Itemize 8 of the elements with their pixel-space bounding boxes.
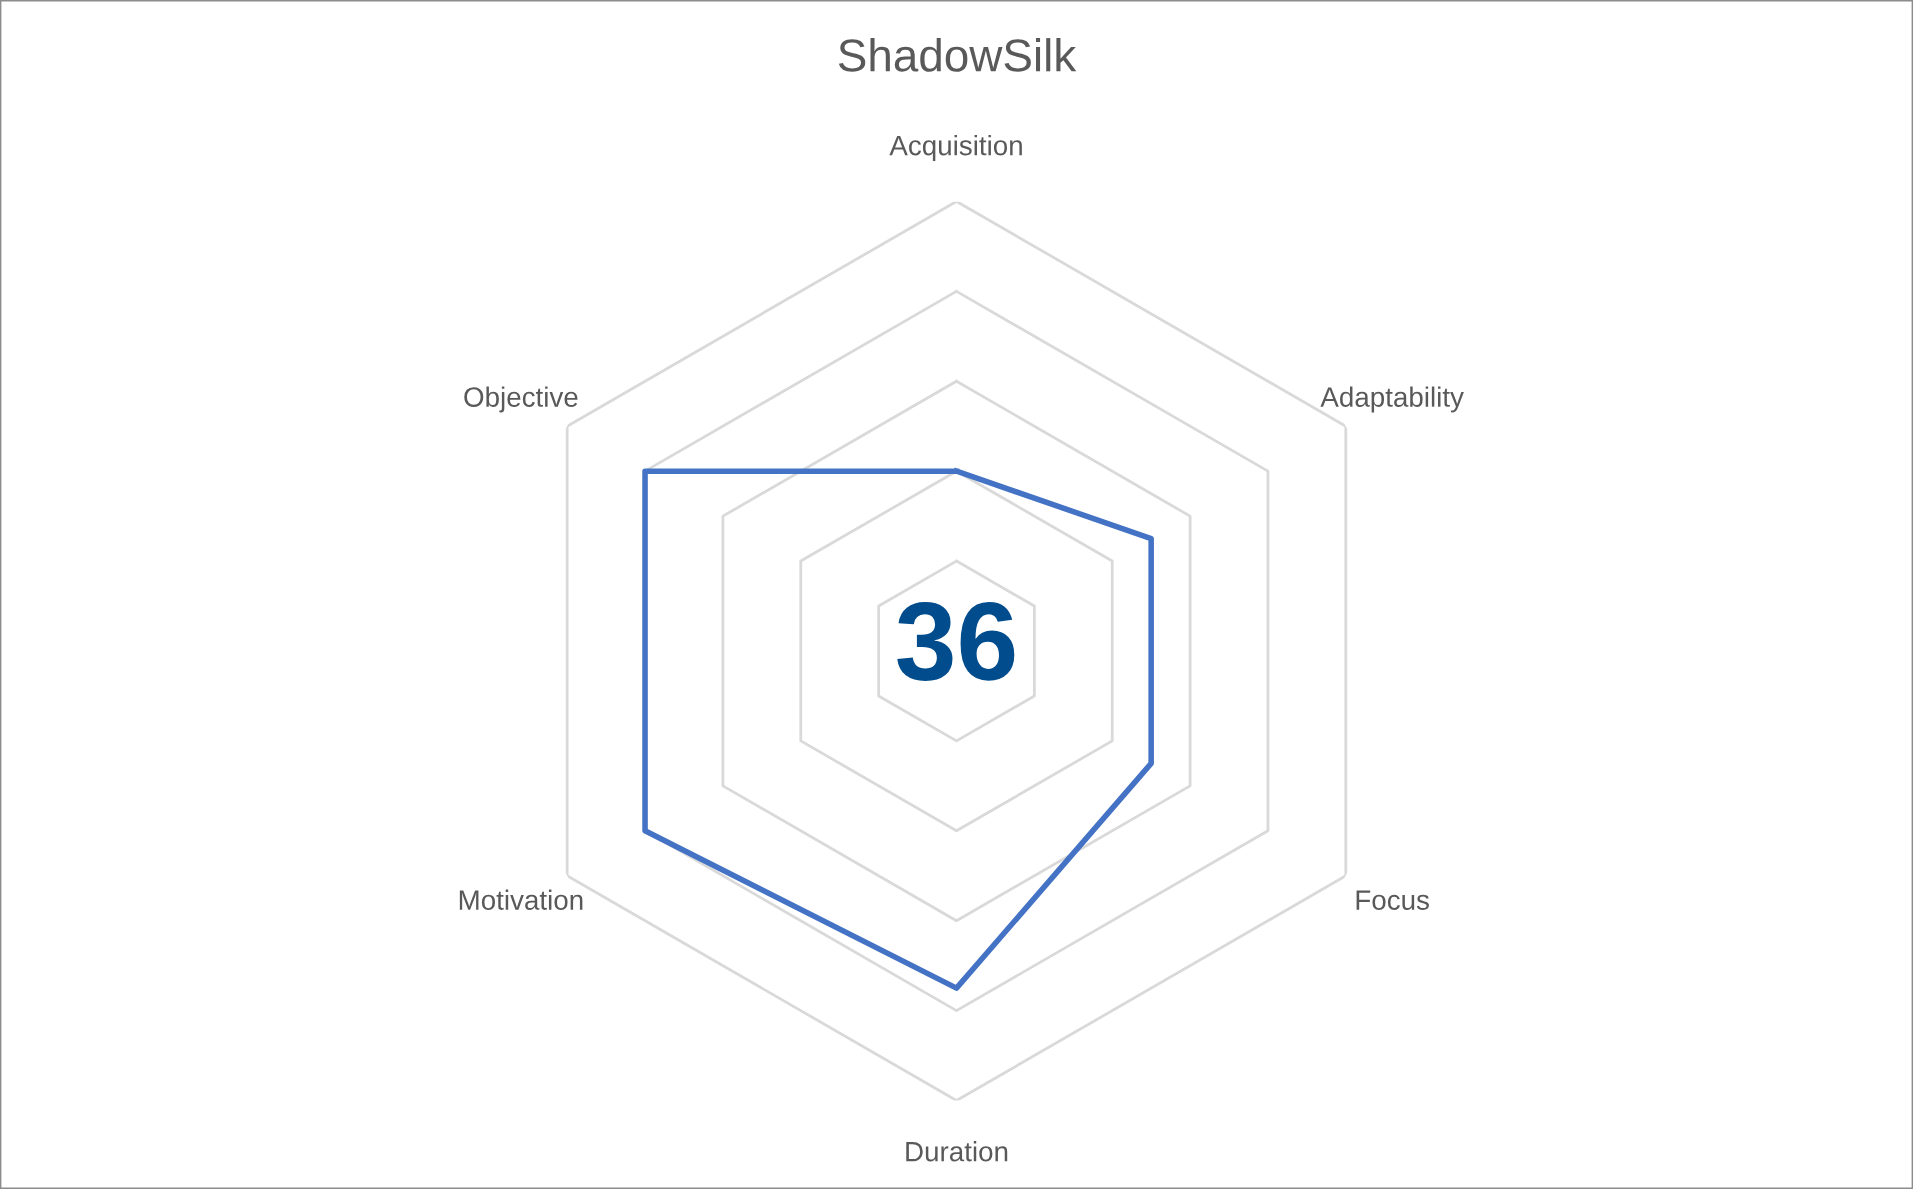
spoke-label: Duration (906, 1141, 1008, 1162)
chart-title: ShadowSilk (838, 38, 1077, 72)
spoke-label: Motivation (459, 889, 583, 910)
spoke-label: Focus (1356, 890, 1429, 910)
spoke-label: Adaptability (1320, 386, 1464, 413)
text: 36 (897, 602, 1015, 681)
spoke-label: Acquisition (889, 135, 1022, 161)
spoke-label: Objective (464, 386, 578, 413)
